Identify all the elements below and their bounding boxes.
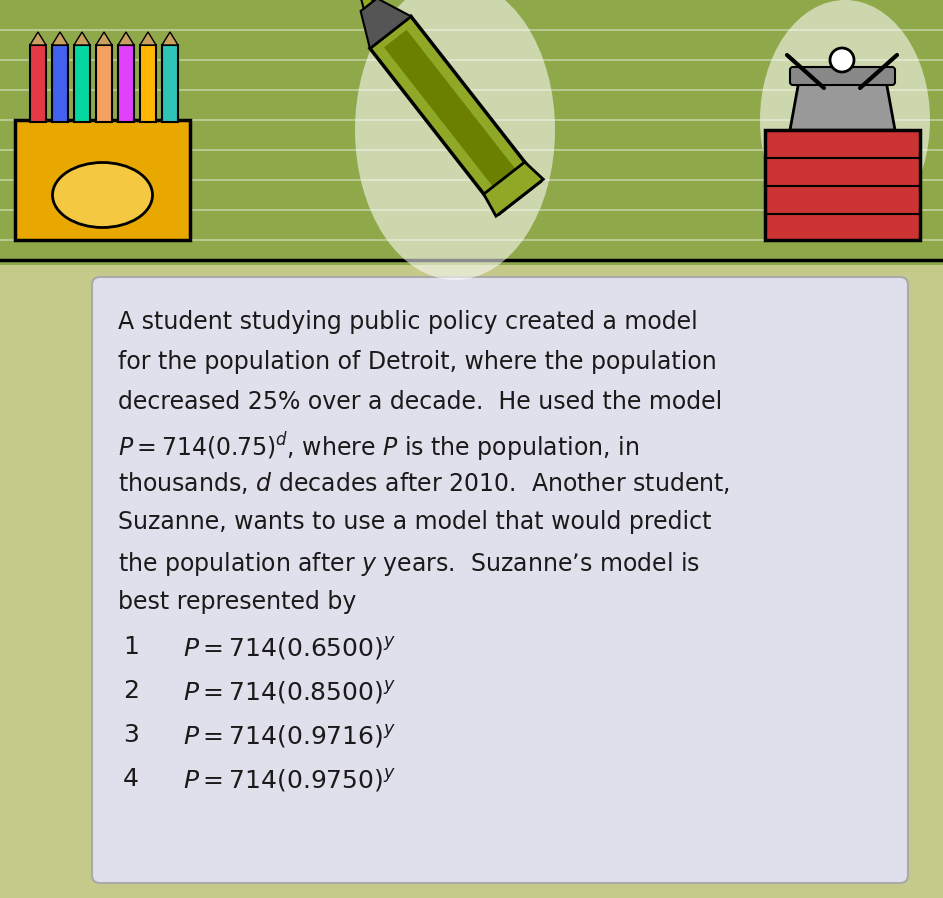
Text: best represented by: best represented by (118, 590, 356, 614)
Polygon shape (74, 32, 90, 45)
Polygon shape (790, 75, 895, 130)
Polygon shape (30, 45, 46, 122)
Polygon shape (15, 120, 190, 240)
Text: $P = 714(0.9716)^{y}$: $P = 714(0.9716)^{y}$ (183, 723, 396, 750)
Polygon shape (30, 32, 46, 45)
Polygon shape (74, 45, 90, 122)
Text: Suzanne, wants to use a model that would predict: Suzanne, wants to use a model that would… (118, 510, 712, 534)
Text: for the population of Detroit, where the population: for the population of Detroit, where the… (118, 350, 717, 374)
Polygon shape (96, 45, 112, 122)
FancyBboxPatch shape (92, 277, 908, 883)
Text: 1: 1 (123, 635, 139, 659)
Text: $P = 714(0.8500)^{y}$: $P = 714(0.8500)^{y}$ (183, 679, 396, 706)
Polygon shape (52, 45, 68, 122)
Text: 4: 4 (123, 767, 139, 791)
Ellipse shape (760, 0, 930, 240)
Polygon shape (52, 32, 68, 45)
Polygon shape (0, 0, 943, 265)
Polygon shape (96, 32, 112, 45)
Text: 2: 2 (123, 679, 139, 703)
Circle shape (830, 48, 854, 72)
Polygon shape (118, 32, 134, 45)
Polygon shape (162, 32, 178, 45)
Polygon shape (360, 0, 411, 48)
Polygon shape (384, 30, 526, 200)
Text: $P = 714(0.9750)^{y}$: $P = 714(0.9750)^{y}$ (183, 767, 396, 794)
Polygon shape (162, 45, 178, 122)
Text: the population after $y$ years.  Suzanne’s model is: the population after $y$ years. Suzanne’… (118, 550, 700, 578)
Polygon shape (484, 162, 543, 216)
Polygon shape (765, 130, 920, 240)
Text: $P = 714(0.75)^{d}$, where $P$ is the population, in: $P = 714(0.75)^{d}$, where $P$ is the po… (118, 430, 639, 463)
Ellipse shape (53, 163, 153, 227)
Ellipse shape (355, 0, 555, 280)
Polygon shape (118, 45, 134, 122)
Text: decreased 25% over a decade.  He used the model: decreased 25% over a decade. He used the… (118, 390, 722, 414)
Text: A student studying public policy created a model: A student studying public policy created… (118, 310, 698, 334)
Text: thousands, $d$ decades after 2010.  Another student,: thousands, $d$ decades after 2010. Anoth… (118, 470, 730, 496)
Polygon shape (359, 0, 374, 9)
Text: $P = 714(0.6500)^{y}$: $P = 714(0.6500)^{y}$ (183, 635, 396, 662)
Polygon shape (140, 45, 156, 122)
FancyBboxPatch shape (790, 67, 895, 85)
Polygon shape (370, 16, 540, 214)
Text: 3: 3 (123, 723, 139, 747)
Polygon shape (140, 32, 156, 45)
